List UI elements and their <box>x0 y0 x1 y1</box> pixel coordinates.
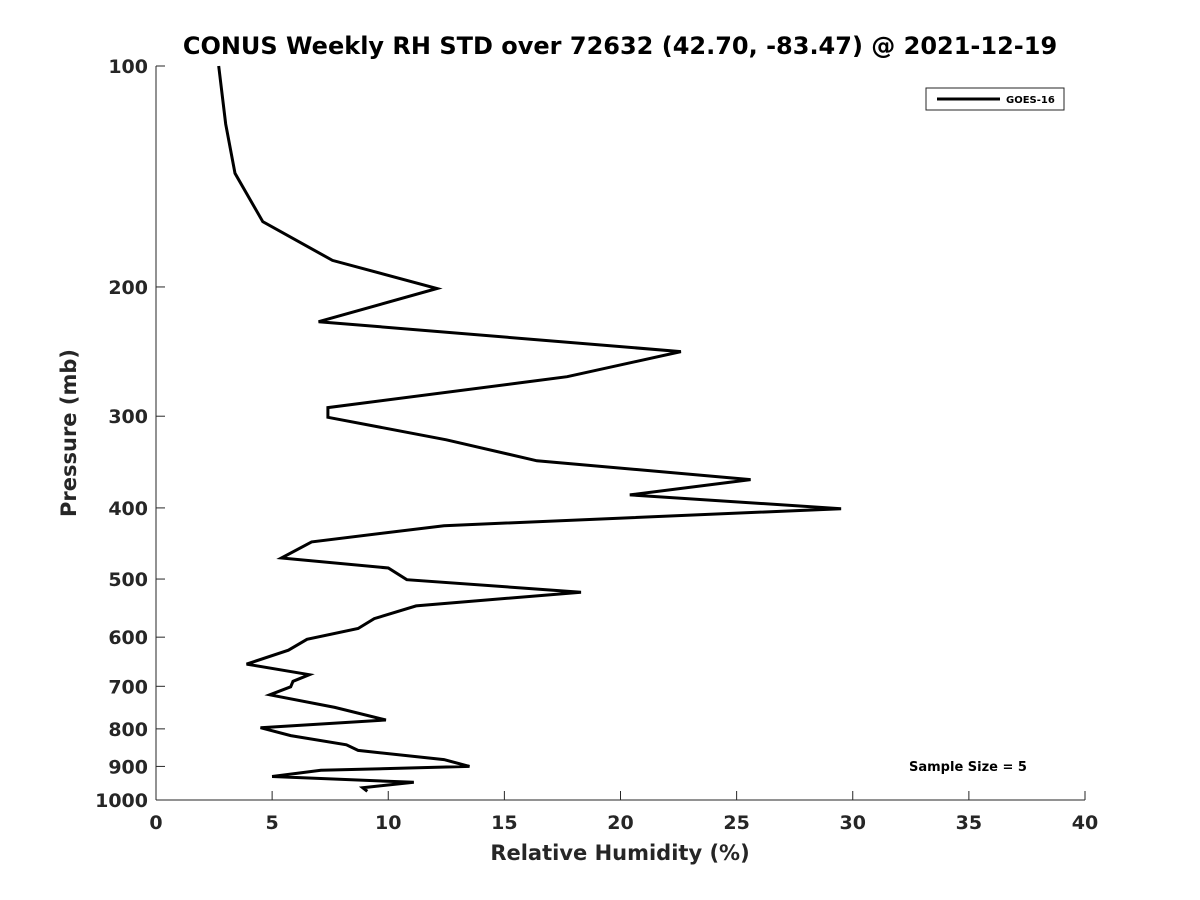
x-tick-label: 10 <box>375 812 401 834</box>
y-tick-label: 800 <box>108 719 148 741</box>
sample-size-annotation: Sample Size = 5 <box>909 760 1027 775</box>
x-tick-label: 35 <box>956 812 982 834</box>
y-tick-label: 900 <box>108 756 148 778</box>
y-tick-label: 300 <box>108 406 148 428</box>
legend-label-goes-16: GOES-16 <box>1006 95 1055 106</box>
x-tick-label: 0 <box>149 812 162 834</box>
y-tick-label: 1000 <box>95 790 148 812</box>
x-axis-label: Relative Humidity (%) <box>490 841 749 865</box>
x-tick-label: 40 <box>1072 812 1098 834</box>
x-tick-label: 5 <box>266 812 279 834</box>
x-tick-label: 20 <box>607 812 633 834</box>
chart-title: CONUS Weekly RH STD over 72632 (42.70, -… <box>183 32 1057 60</box>
x-tick-label: 15 <box>491 812 517 834</box>
y-tick-label: 400 <box>108 498 148 520</box>
series-line-goes-16 <box>217 65 842 793</box>
x-tick-label: 30 <box>840 812 866 834</box>
axis-ticks: 0 5 10 15 20 25 30 35 40 100 200 300 400 500 600 700 800… <box>95 56 1098 834</box>
y-tick-label: 100 <box>108 56 148 78</box>
y-tick-label: 200 <box>108 277 148 299</box>
y-tick-label: 500 <box>108 569 148 591</box>
axes <box>155 66 1085 801</box>
y-axis-label: Pressure (mb) <box>57 349 81 517</box>
y-tick-label: 600 <box>108 627 148 649</box>
y-tick-label: 700 <box>108 676 148 698</box>
x-tick-label: 25 <box>723 812 749 834</box>
legend: GOES-16 <box>925 87 1065 111</box>
